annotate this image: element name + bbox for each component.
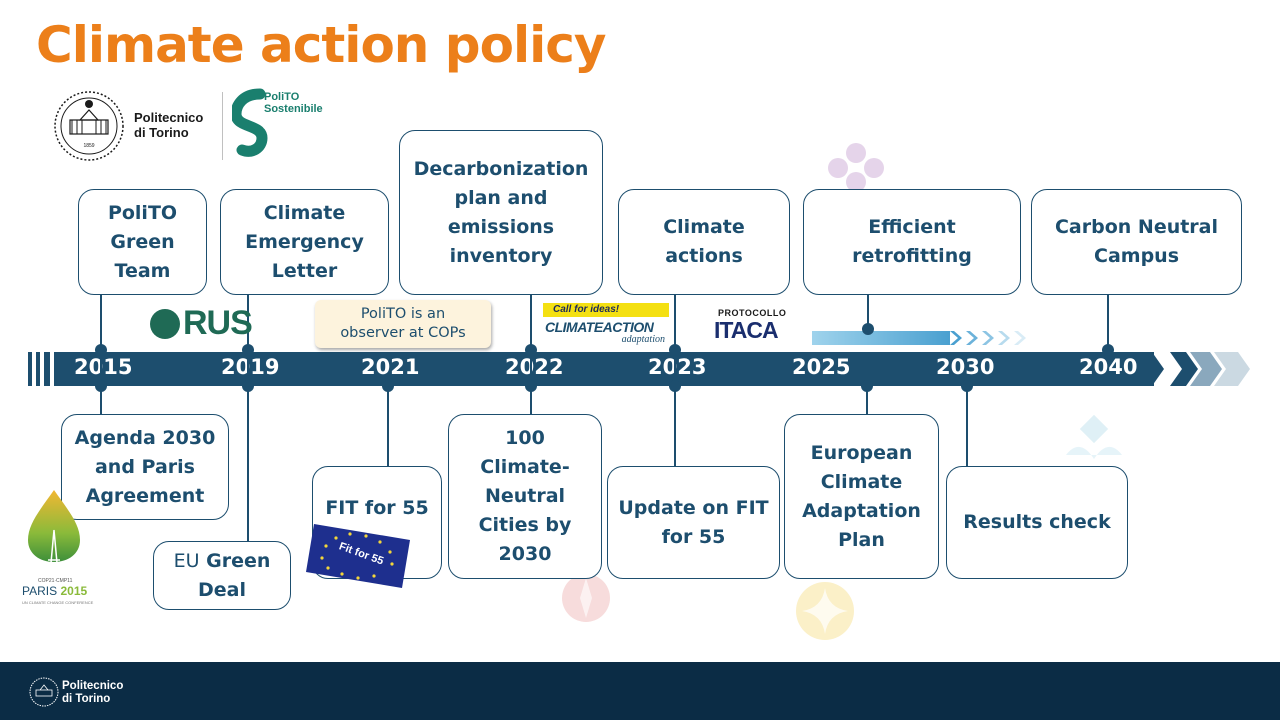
year-2023: 2023 <box>648 355 707 379</box>
dot-2019-bottom <box>242 380 254 392</box>
cop-observer-note: PoliTO is an observer at COPs <box>315 300 491 348</box>
dot-2023-bottom <box>669 380 681 392</box>
year-2025: 2025 <box>792 355 851 379</box>
footer-polito-name: Politecnico di Torino <box>62 680 124 705</box>
dot-2040 <box>1102 344 1114 356</box>
retrofitting-progress-arrow <box>812 331 1026 345</box>
dot-2015-top <box>95 344 107 356</box>
box-results-check: Results check <box>946 466 1128 579</box>
year-2030: 2030 <box>936 355 995 379</box>
year-2021: 2021 <box>361 355 420 379</box>
connector-retrofit <box>867 294 869 330</box>
polito-logo: 1859 Politecnico di Torino <box>52 90 232 162</box>
polito-seal-icon: 1859 <box>54 91 124 161</box>
footer-polito-seal-icon <box>29 677 59 707</box>
box-update-fit-for-55: Update on FIT for 55 <box>607 466 780 579</box>
protocollo-itaca-logo: PROTOCOLLO ITACA <box>714 308 787 343</box>
sostenibile-logo-text: PoliTO Sostenibile <box>264 91 323 115</box>
box-100-climate-neutral-cities: 100 Climate- Neutral Cities by 2030 <box>448 414 602 579</box>
connector-2015 <box>100 294 102 384</box>
decorative-leaf-icon <box>1066 415 1122 459</box>
logo-divider <box>222 92 223 160</box>
box-polito-green-team: PoliTO Green Team <box>78 189 207 295</box>
year-2040: 2040 <box>1079 355 1138 379</box>
dot-2021 <box>382 380 394 392</box>
rus-logo: RUS <box>150 304 253 342</box>
box-european-climate-adaptation-plan: European Climate Adaptation Plan <box>784 414 939 579</box>
dot-2030 <box>961 380 973 392</box>
dot-2022-bottom <box>525 380 537 392</box>
box-agenda-2030: Agenda 2030 and Paris Agreement <box>61 414 229 520</box>
box-climate-actions: Climate actions <box>618 189 790 295</box>
year-2015: 2015 <box>74 355 133 379</box>
year-2019: 2019 <box>221 355 280 379</box>
sostenibile-s-icon <box>232 88 268 157</box>
eu-flag-icon <box>306 524 410 588</box>
page-title: Climate action policy <box>36 16 606 74</box>
dot-retrofit <box>862 323 874 335</box>
svg-text:1859: 1859 <box>83 143 94 149</box>
dot-2019-top <box>242 344 254 356</box>
box-carbon-neutral-campus: Carbon Neutral Campus <box>1031 189 1242 295</box>
dot-2015-bottom <box>95 380 107 392</box>
polito-logo-text: Politecnico di Torino <box>134 110 204 140</box>
polito-sostenibile-logo: PoliTO Sostenibile <box>232 88 342 164</box>
connector-2021 <box>387 384 389 466</box>
box-eu-green-deal: EU Green Deal <box>153 541 291 610</box>
year-2022: 2022 <box>505 355 564 379</box>
connector-2019 <box>247 294 249 542</box>
connector-2015-down <box>100 384 102 414</box>
decorative-flower-icon <box>828 143 884 192</box>
connector-adaptation <box>866 384 868 414</box>
box-decarbonization-plan: Decarbonization plan and emissions inventor… <box>399 130 603 295</box>
cop21-paris-logo: COP21·CMP11 PARIS 2015 UN CLIMATE CHANGE… <box>20 490 93 608</box>
footer-bar: Politecnico di Torino <box>0 662 1280 720</box>
connector-2040 <box>1107 294 1109 354</box>
dot-2023-top <box>669 344 681 356</box>
dot-2022-top <box>525 344 537 356</box>
connector-2030 <box>966 384 968 466</box>
climate-action-logo: Call for ideas! CLIMATEACTION adaptation <box>543 303 671 347</box>
fit-for-55-image: Fit for 55 <box>306 524 410 588</box>
decorative-petal-icon <box>562 574 610 622</box>
eiffel-leaf-icon <box>28 490 80 575</box>
dot-adaptation <box>861 380 873 392</box>
rus-circle-icon <box>150 309 180 339</box>
decorative-star-icon <box>796 582 854 640</box>
box-climate-emergency-letter: Climate Emergency Letter <box>220 189 389 295</box>
box-efficient-retrofitting: Efficient retrofitting <box>803 189 1021 295</box>
